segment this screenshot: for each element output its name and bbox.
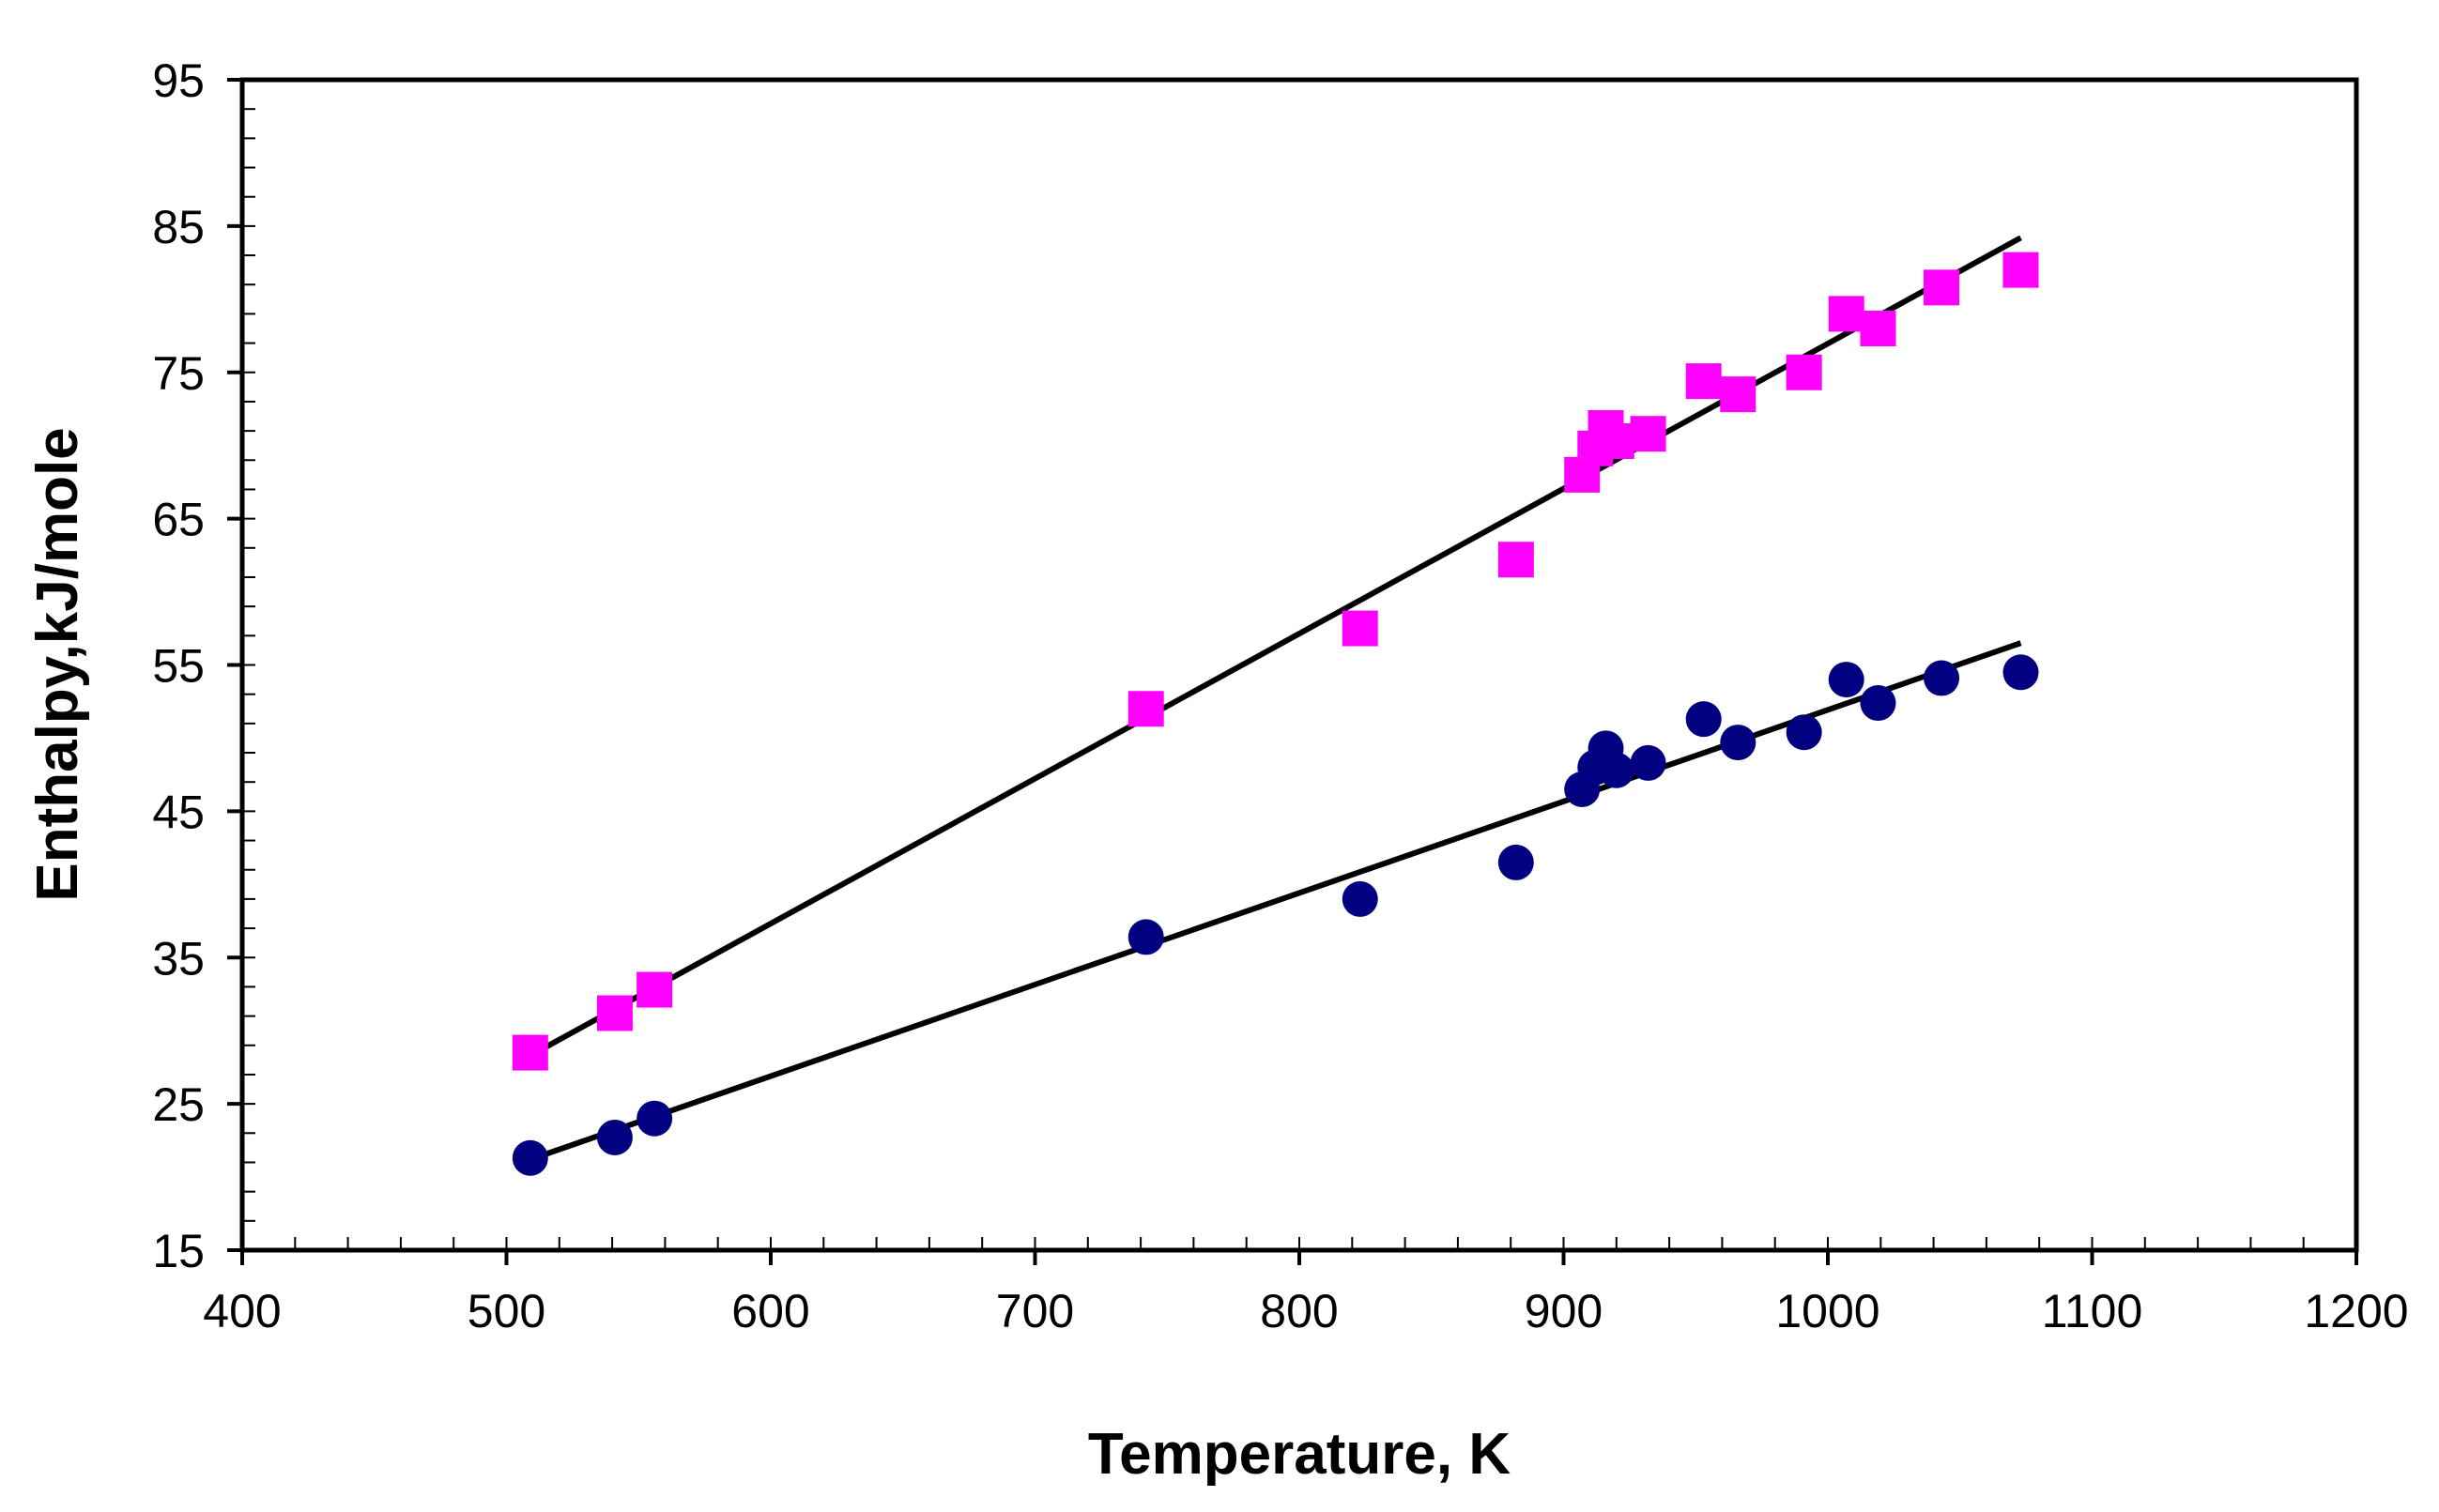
fit-lines xyxy=(529,235,2022,1163)
y-axis-title: Enthalpy,kJ/mole xyxy=(25,427,90,901)
y-tick-label: 25 xyxy=(152,1078,205,1131)
upper-point xyxy=(1497,542,1534,578)
y-minor-ticks xyxy=(242,79,255,1251)
x-tick-label: 700 xyxy=(996,1285,1074,1337)
upper-point xyxy=(1720,376,1756,413)
upper-point xyxy=(1342,610,1378,647)
upper-point xyxy=(1786,354,1822,390)
lower-point xyxy=(1127,919,1164,955)
plot-area xyxy=(239,77,2359,1253)
upper-point xyxy=(512,1034,548,1071)
x-tick-label: 900 xyxy=(1525,1285,1603,1337)
upper-point xyxy=(2002,252,2039,288)
lower-point xyxy=(2002,654,2039,691)
lower-point xyxy=(1828,662,1864,698)
x-tick-label: 400 xyxy=(203,1285,281,1337)
x-tick-label: 800 xyxy=(1260,1285,1338,1337)
series-markers xyxy=(512,252,2039,1176)
upper-point xyxy=(1860,310,1896,346)
upper-point xyxy=(1598,423,1634,460)
y-tick-label: 85 xyxy=(152,201,205,253)
lower-point xyxy=(1786,714,1822,751)
lower-point xyxy=(1630,744,1666,781)
y-tick-label: 55 xyxy=(152,640,205,693)
lower-point xyxy=(1860,685,1896,722)
lower-point xyxy=(1720,725,1756,761)
y-tick-label: 65 xyxy=(152,494,205,546)
lower-point xyxy=(596,1119,633,1155)
y-tick-label: 75 xyxy=(152,347,205,400)
upper-point xyxy=(1630,416,1666,452)
upper-point xyxy=(1127,691,1164,727)
lower-point xyxy=(1598,752,1634,788)
y-tick-label: 95 xyxy=(152,54,205,107)
y-tick-label: 15 xyxy=(152,1225,205,1277)
y-tick-label: 35 xyxy=(152,932,205,985)
lower-point xyxy=(1342,880,1378,917)
lower-point xyxy=(637,1100,673,1137)
lower-point xyxy=(512,1139,548,1176)
y-tick-label: 45 xyxy=(152,786,205,838)
x-tick-label: 600 xyxy=(731,1285,809,1337)
upper-point xyxy=(596,995,633,1031)
upper-point xyxy=(1828,296,1864,332)
y-tick-labels: 15 25 35 45 55 65 75 85 95 xyxy=(152,54,242,1277)
upper-fit-line xyxy=(529,235,2022,1059)
x-tick-label: 1200 xyxy=(2304,1285,2408,1337)
lower-point xyxy=(1497,844,1534,880)
upper-point xyxy=(637,971,673,1008)
x-minor-ticks xyxy=(241,1237,2357,1250)
x-tick-label: 1000 xyxy=(1775,1285,1879,1337)
lower-fit-line xyxy=(529,640,2022,1163)
lower-point xyxy=(1685,701,1722,738)
x-tick-label: 1100 xyxy=(2042,1285,2143,1337)
upper-point xyxy=(1924,269,1960,306)
lower-point xyxy=(1924,660,1960,696)
x-tick-label: 500 xyxy=(468,1285,545,1337)
upper-point xyxy=(1685,363,1722,400)
x-tick-labels: 400 500 600 700 800 900 1000 1100 1200 xyxy=(203,1250,2409,1337)
x-axis-title: Temperature, K xyxy=(1088,1422,1511,1487)
